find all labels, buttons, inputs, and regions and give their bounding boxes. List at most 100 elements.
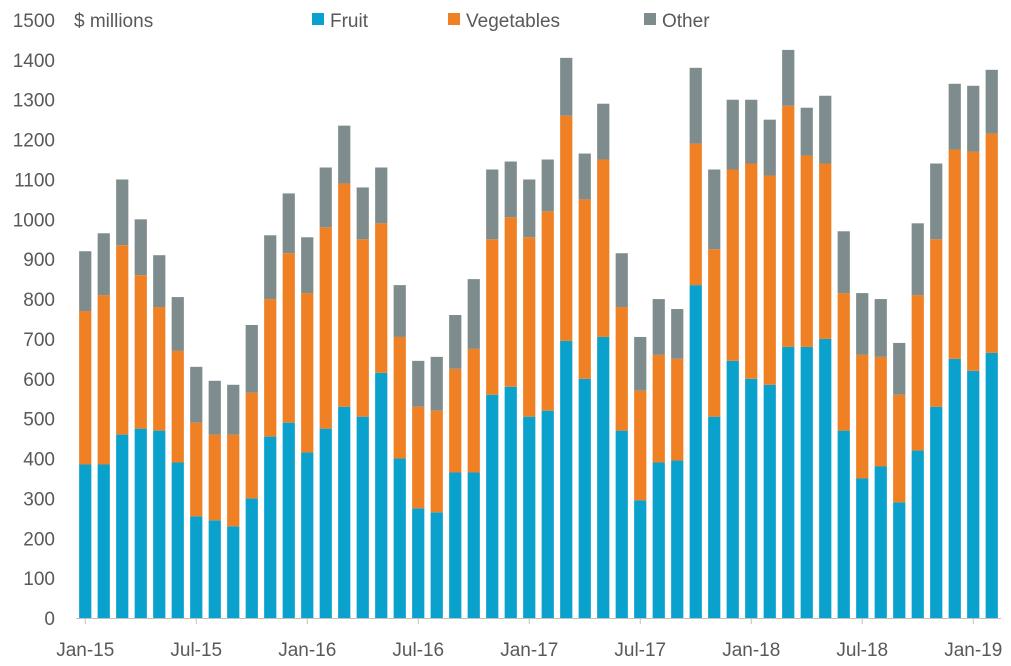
y-axis: 0 100 200 300 400 500 600 700 800 900 1000 1100 1200… [13, 11, 55, 630]
bar-segment-other [800, 107, 813, 156]
bar-segment-other [116, 179, 129, 246]
bar-segment-fruit [412, 508, 425, 618]
bar-segment-vegetables [948, 149, 961, 359]
bar-segment-vegetables [615, 307, 628, 431]
bar-segment-vegetables [282, 253, 295, 423]
x-tick-label: Jul-16 [392, 640, 444, 661]
bar-segment-vegetables [264, 299, 277, 437]
bar-stack-sep-17 [671, 309, 684, 618]
bar-segment-vegetables [79, 311, 92, 465]
bar-segment-vegetables [467, 348, 480, 473]
bar-segment-other [523, 179, 536, 238]
y-tick-label: 500 [23, 410, 55, 431]
bar-segment-vegetables [874, 356, 887, 467]
bar-segment-fruit [171, 462, 184, 618]
bar-segment-other [874, 299, 887, 357]
bar-stack-jan-15 [79, 251, 92, 618]
x-tick-label: Jul-18 [836, 640, 888, 661]
y-tick-label: 100 [23, 569, 55, 590]
bar-stack-may-16 [375, 167, 388, 618]
bar-stack-apr-15 [134, 219, 147, 618]
legend-swatch [312, 13, 324, 25]
bar-segment-fruit [652, 462, 665, 618]
bar-stack-oct-17 [689, 67, 702, 618]
bar-stack-jan-16 [301, 237, 314, 618]
y-tick-label: 400 [23, 450, 55, 471]
bar-segment-other [745, 99, 758, 164]
bar-stack-dec-18 [948, 83, 961, 618]
bar-segment-other [504, 161, 517, 218]
bar-segment-fruit [375, 372, 388, 618]
bar-segment-other [985, 69, 998, 134]
bar-segment-fruit [689, 285, 702, 618]
bar-segment-vegetables [393, 336, 406, 459]
bar-segment-fruit [985, 352, 998, 618]
y-tick-label: 800 [23, 290, 55, 311]
bar-stack-dec-16 [504, 161, 517, 618]
unit-label: $ millions [74, 11, 153, 32]
bar-segment-other [245, 324, 258, 393]
bar-stack-aug-15 [208, 380, 221, 618]
bar-segment-other [282, 193, 295, 254]
bar-segment-vegetables [911, 295, 924, 451]
bar-stack-jan-17 [523, 179, 536, 618]
bar-segment-vegetables [689, 143, 702, 286]
bar-stack-jun-17 [615, 253, 628, 618]
legend-label: Vegetables [466, 11, 560, 32]
bar-segment-fruit [634, 500, 647, 618]
bar-stack-mar-17 [560, 57, 573, 618]
bar-segment-vegetables [245, 392, 258, 499]
bar-segment-other [449, 315, 462, 369]
bar-segment-fruit [782, 346, 795, 618]
bar-segment-vegetables [837, 293, 850, 431]
y-tick-label: 1100 [14, 170, 55, 191]
legend-swatch [448, 13, 460, 25]
bar-segment-fruit [800, 346, 813, 618]
bar-segment-other [837, 231, 850, 294]
y-tick-label: 1500 [13, 11, 55, 32]
bar-stack-sep-18 [893, 342, 906, 618]
x-axis: Jan-15 Jul-15 Jan-16 Jul-16 Jan-17 Jul-17 Jan-… [56, 618, 1002, 661]
bar-segment-vegetables [301, 293, 314, 453]
bar-segment-vegetables [319, 227, 332, 429]
bar-segment-vegetables [893, 394, 906, 503]
bar-segment-other [153, 255, 166, 308]
bar-segment-other [856, 293, 869, 355]
bar-stack-jun-15 [171, 297, 184, 618]
bar-segment-fruit [911, 450, 924, 618]
bar-stack-oct-15 [245, 324, 258, 618]
bar-stack-nov-16 [486, 169, 499, 618]
bar-segment-fruit [819, 338, 832, 618]
bar-stack-may-18 [819, 95, 832, 618]
bar-segment-fruit [578, 378, 591, 618]
bar-segment-fruit [948, 358, 961, 618]
legend-label: Fruit [330, 11, 369, 32]
bar-segment-vegetables [171, 350, 184, 463]
bar-segment-vegetables [782, 105, 795, 347]
bar-segment-other [190, 366, 203, 423]
bar-segment-other [967, 85, 980, 152]
bar-segment-fruit [264, 436, 277, 618]
bar-segment-other [97, 233, 110, 296]
bar-segment-fruit [893, 502, 906, 618]
bar-segment-other [486, 169, 499, 240]
bar-segment-vegetables [856, 354, 869, 479]
bar-segment-vegetables [930, 239, 943, 407]
bar-segment-other [301, 237, 314, 294]
bar-segment-vegetables [208, 434, 221, 521]
bars [79, 49, 998, 618]
bar-segment-vegetables [708, 249, 721, 417]
bar-segment-fruit [97, 464, 110, 618]
bar-segment-fruit [190, 516, 203, 618]
bar-stack-dec-15 [282, 193, 295, 618]
bar-segment-other [726, 99, 739, 170]
bar-segment-other [634, 336, 647, 391]
bar-stack-sep-16 [449, 315, 462, 618]
x-tick-label: Jan-16 [278, 640, 336, 661]
bar-stack-jul-15 [190, 366, 203, 618]
bar-segment-other [430, 356, 443, 411]
bar-segment-fruit [837, 430, 850, 618]
bar-segment-vegetables [763, 175, 776, 385]
bar-segment-fruit [671, 460, 684, 618]
bar-stack-dec-17 [726, 99, 739, 618]
